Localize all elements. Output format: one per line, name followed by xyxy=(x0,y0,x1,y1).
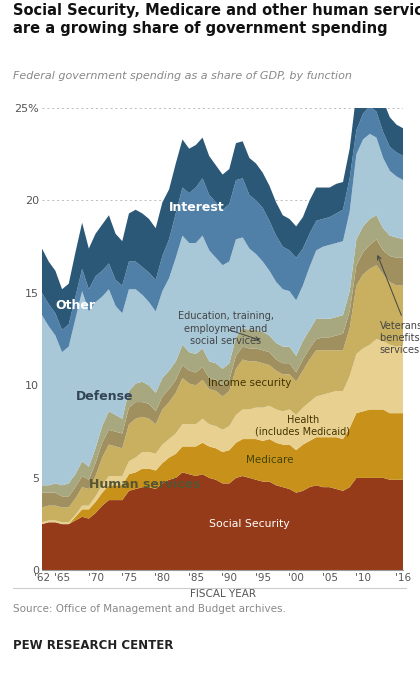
Text: Defense: Defense xyxy=(76,390,133,403)
Text: Veterans
benefits and
services: Veterans benefits and services xyxy=(378,256,420,356)
Text: Federal government spending as a share of GDP, by function: Federal government spending as a share o… xyxy=(13,72,352,82)
Text: Income security: Income security xyxy=(207,377,291,387)
X-axis label: FISCAL YEAR: FISCAL YEAR xyxy=(189,589,256,599)
Text: PEW RESEARCH CENTER: PEW RESEARCH CENTER xyxy=(13,639,173,652)
Text: Social Security: Social Security xyxy=(209,519,290,529)
Text: Health
(includes Medicaid): Health (includes Medicaid) xyxy=(255,415,350,437)
Text: Human services: Human services xyxy=(89,478,200,491)
Text: Medicare: Medicare xyxy=(246,456,293,465)
Text: Source: Office of Management and Budget archives.: Source: Office of Management and Budget … xyxy=(13,604,286,614)
Text: Other: Other xyxy=(55,300,95,313)
Text: Education, training,
employment and
social services: Education, training, employment and soci… xyxy=(178,311,274,346)
Text: Social Security, Medicare and other human services
are a growing share of govern: Social Security, Medicare and other huma… xyxy=(13,3,420,36)
Text: Interest: Interest xyxy=(169,201,225,215)
